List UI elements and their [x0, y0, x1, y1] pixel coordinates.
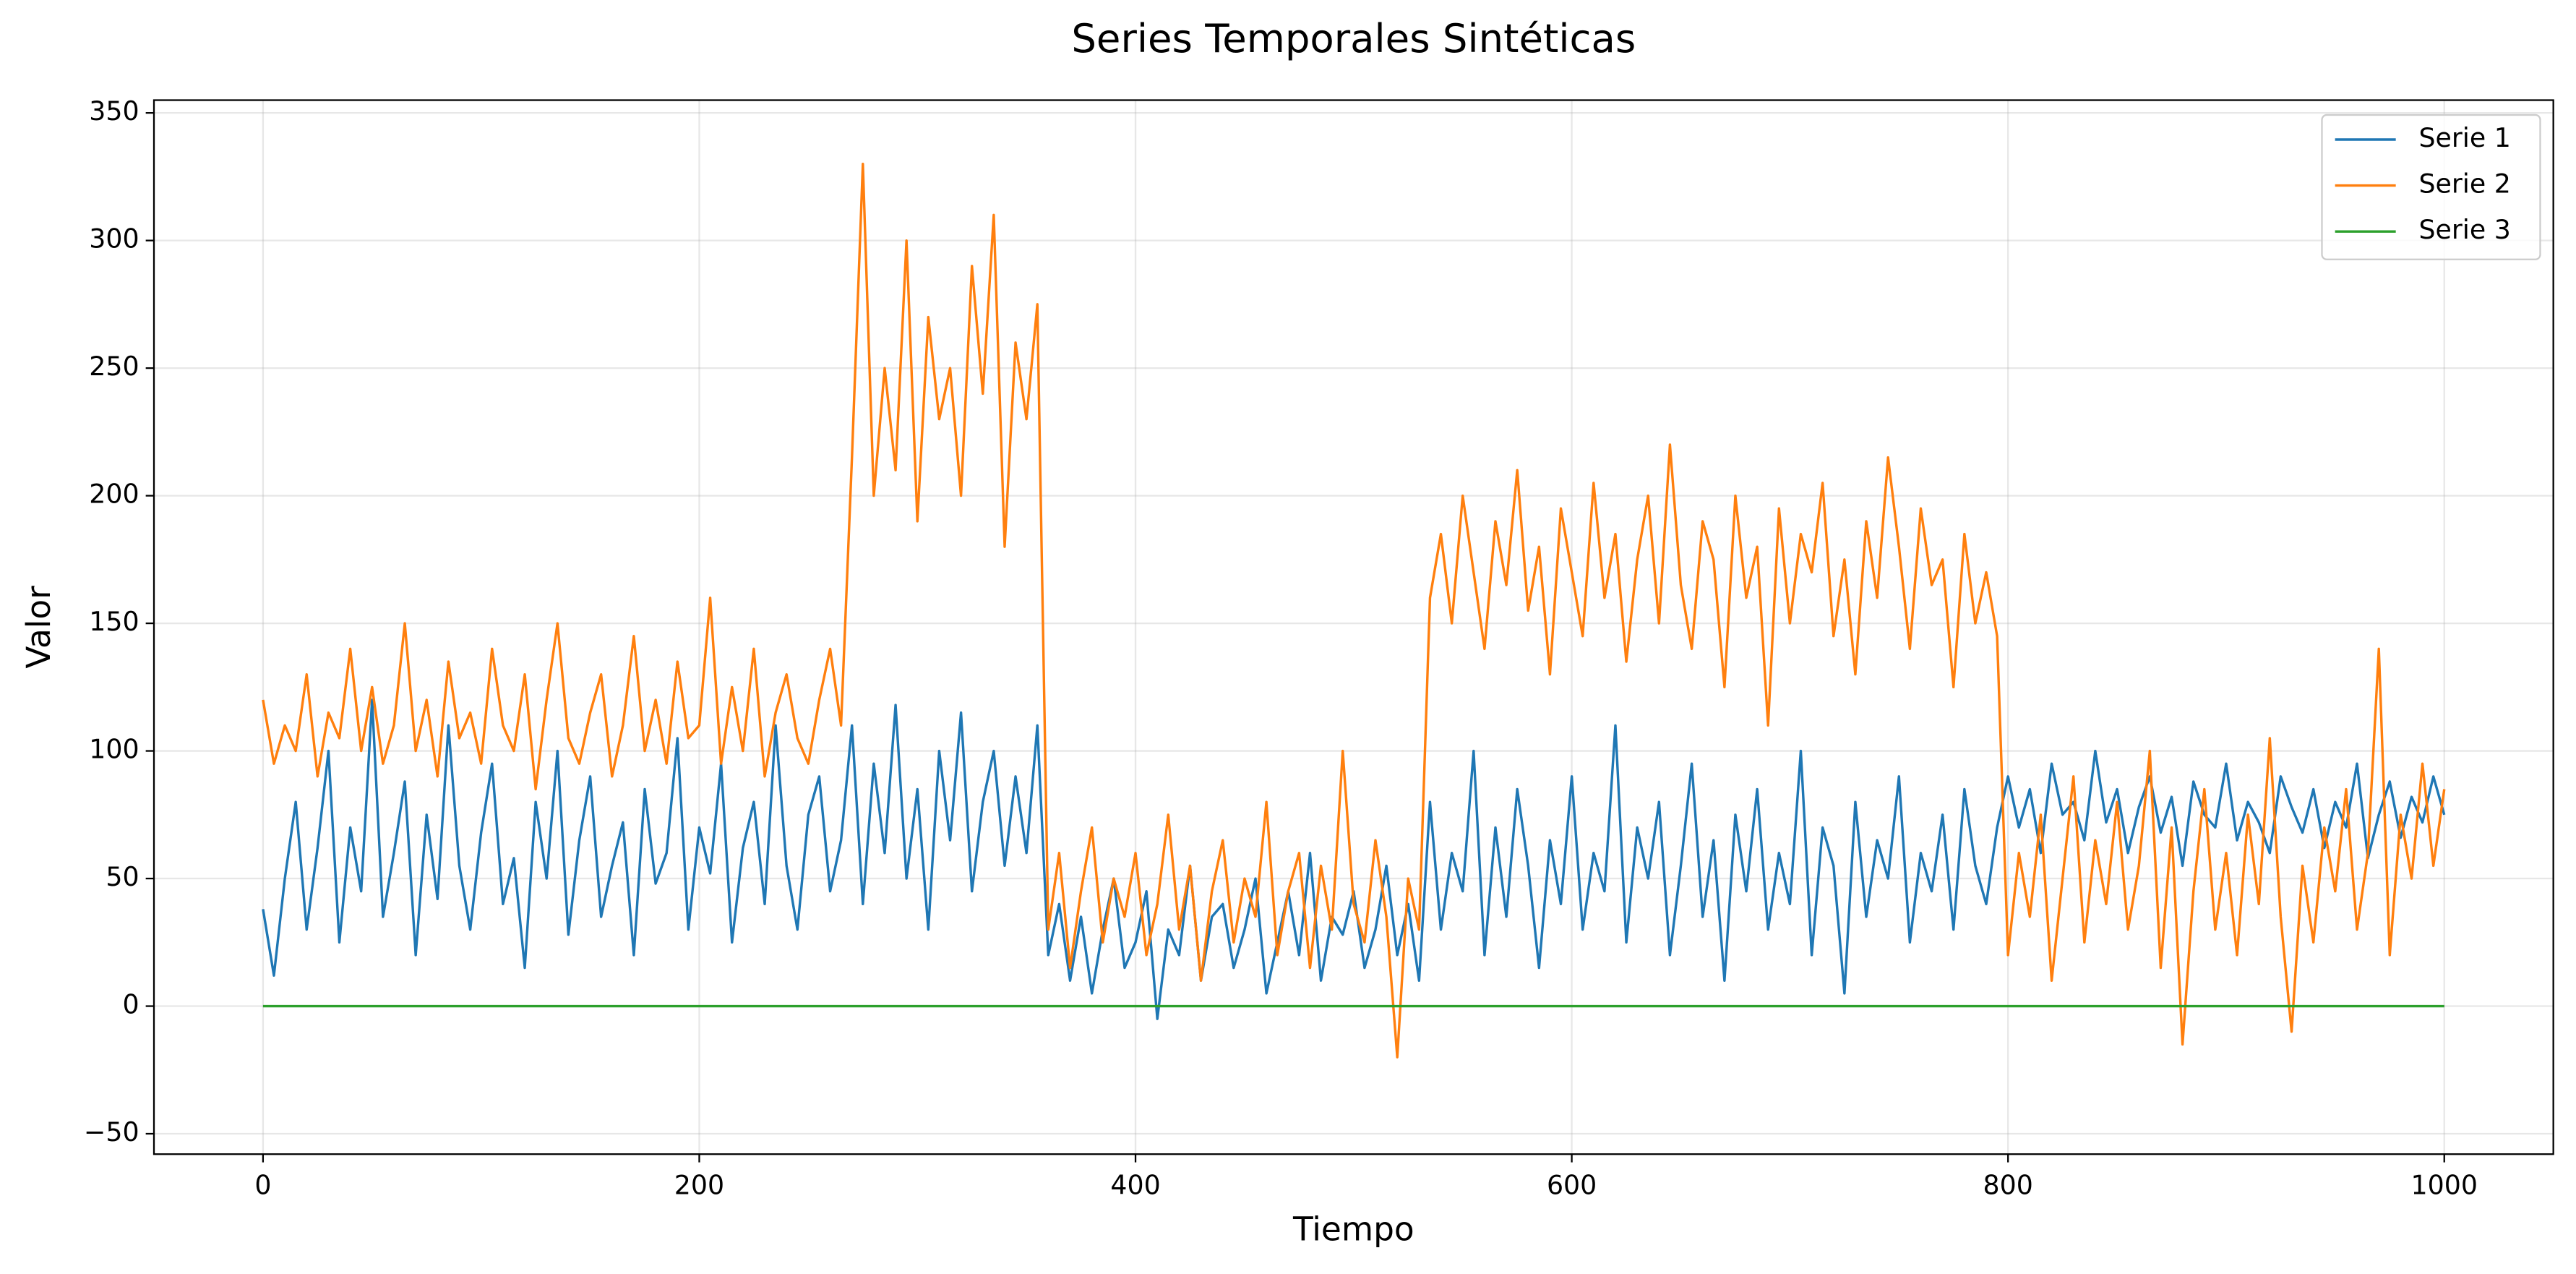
- x-axis-label: Tiempo: [1292, 1210, 1414, 1248]
- x-tick-label: 200: [674, 1170, 724, 1201]
- legend-label: Serie 1: [2418, 122, 2510, 153]
- y-tick-label: 0: [122, 989, 139, 1020]
- x-tick-label: 800: [1983, 1170, 2033, 1201]
- y-tick-label: 50: [106, 861, 139, 892]
- legend-box: [2321, 114, 2541, 260]
- y-tick-label: 200: [89, 479, 139, 510]
- legend-label: Serie 2: [2418, 168, 2510, 200]
- chart-title: Series Temporales Sintéticas: [1071, 15, 1636, 61]
- plot-frame: [153, 99, 2554, 1155]
- series-line: [262, 698, 2446, 1020]
- x-tick-label: 0: [254, 1170, 271, 1201]
- legend-label: Serie 3: [2418, 214, 2510, 245]
- y-axis-label: Valor: [20, 586, 58, 669]
- y-tick-label: 150: [89, 606, 139, 637]
- x-tick-label: 1000: [2411, 1170, 2478, 1201]
- x-tick-label: 600: [1547, 1170, 1597, 1201]
- y-tick-label: 250: [89, 351, 139, 382]
- y-tick-label: −50: [84, 1116, 139, 1147]
- legend: Serie 1 Serie 2 Serie 3: [2321, 114, 2541, 260]
- y-tick-label: 100: [89, 734, 139, 765]
- x-tick-label: 400: [1110, 1170, 1160, 1201]
- y-tick-label: 350: [89, 95, 139, 127]
- y-tick-label: 300: [89, 223, 139, 255]
- series-line: [262, 163, 2446, 1059]
